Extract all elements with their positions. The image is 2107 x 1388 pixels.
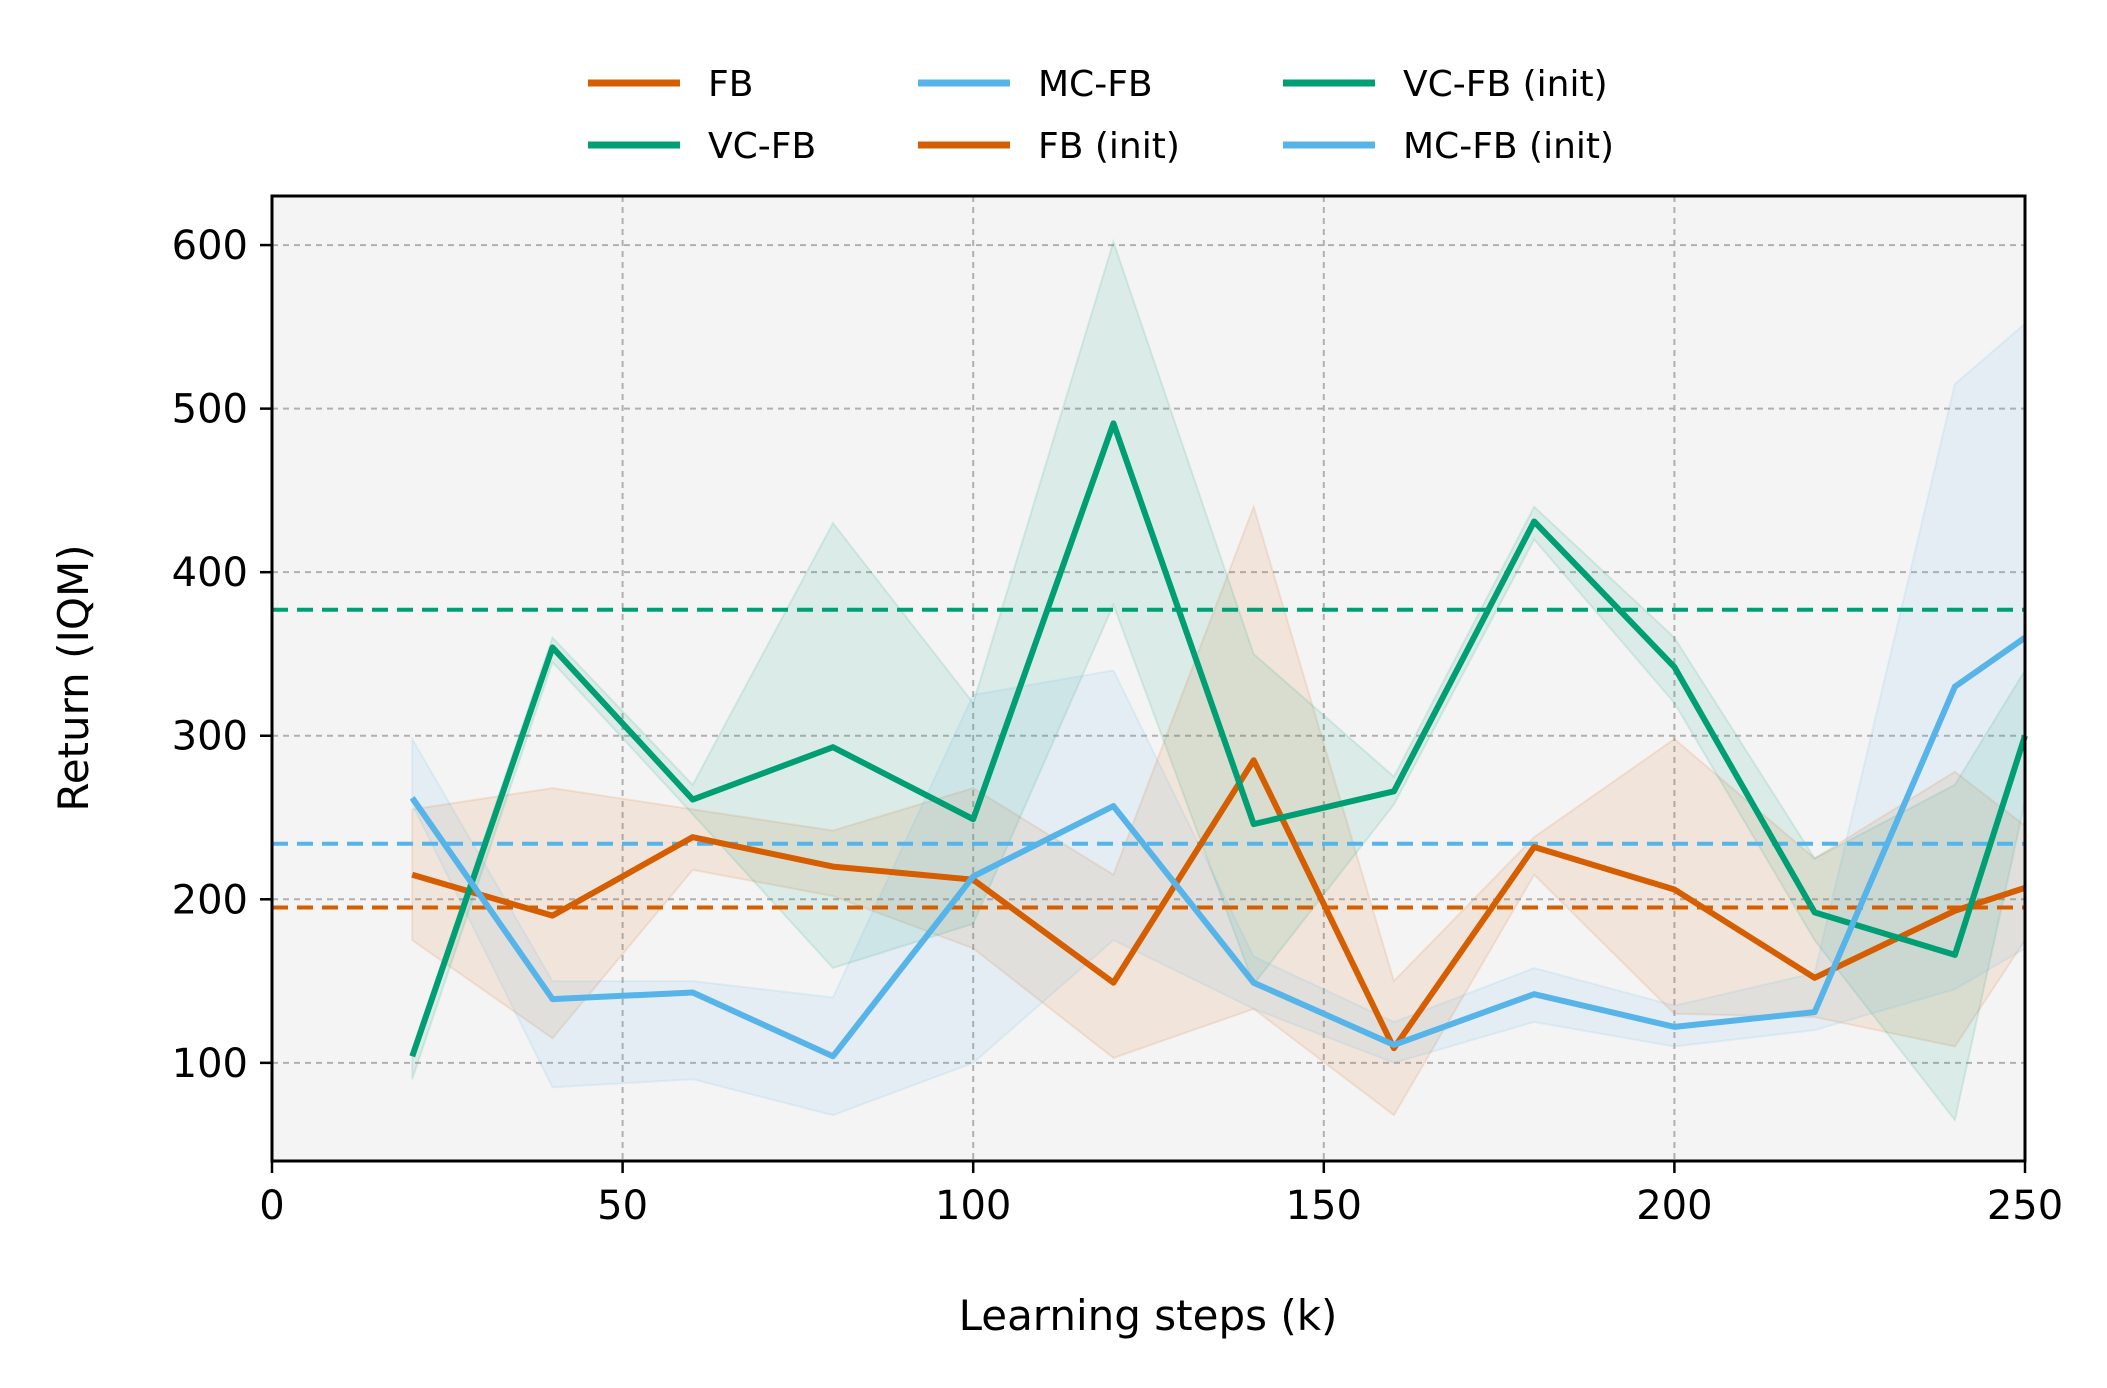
legend-label-mc-fb: MC-FB xyxy=(1038,64,1153,105)
legend-label-vc-fb-init: VC-FB (init) xyxy=(1403,64,1608,105)
mc-fb-line xyxy=(409,635,2027,1060)
legend-label-fb: FB xyxy=(708,64,753,105)
y-tick-label: 600 xyxy=(172,223,248,269)
x-tick-label: 50 xyxy=(597,1183,648,1229)
x-tick-label: 250 xyxy=(1987,1183,2063,1229)
grid xyxy=(272,196,2025,1161)
x-tick-label: 150 xyxy=(1286,1183,1362,1229)
y-axis-title: Return (IQM) xyxy=(49,544,98,811)
x-tick-label: 200 xyxy=(1636,1183,1712,1229)
series-lines xyxy=(409,420,2028,1060)
fb-line xyxy=(411,757,2026,1052)
plot-frame xyxy=(270,194,2027,1163)
vc-fb-line xyxy=(409,420,2028,1058)
legend-label-fb-init: FB (init) xyxy=(1038,126,1180,167)
x-tick-label: 0 xyxy=(259,1183,284,1229)
legend: FB VC-FB MC-FB FB (init) VC-FB (init) MC-FB (… xyxy=(588,64,1614,167)
x-tick-label: 100 xyxy=(935,1183,1011,1229)
y-tick-label: 400 xyxy=(172,550,248,596)
legend-label-mc-fb-init: MC-FB (init) xyxy=(1403,126,1614,167)
y-tick-label: 500 xyxy=(172,387,248,433)
legend-label-vc-fb: VC-FB xyxy=(708,126,816,167)
y-tick-label: 200 xyxy=(172,877,248,923)
x-axis-ticks: 0 50 100 150 200 250 xyxy=(259,1161,2063,1229)
x-axis-title: Learning steps (k) xyxy=(959,1291,1338,1340)
y-axis-ticks: 100 200 300 400 500 600 xyxy=(172,223,272,1087)
y-tick-label: 100 xyxy=(172,1041,248,1087)
y-tick-label: 300 xyxy=(172,714,248,760)
init-reference-lines xyxy=(272,607,2025,910)
